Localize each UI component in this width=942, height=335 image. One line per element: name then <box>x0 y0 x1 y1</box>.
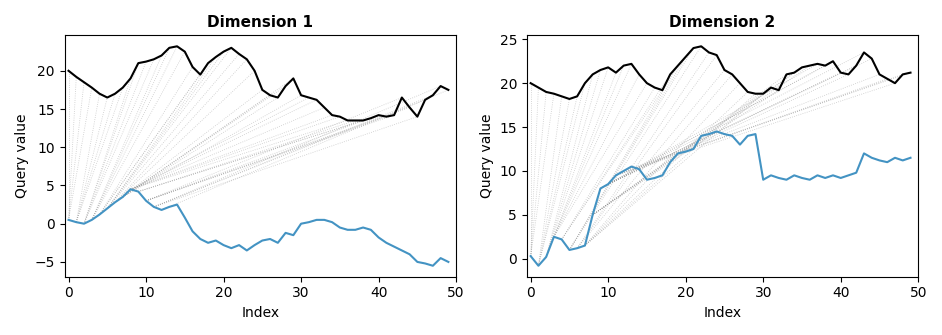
X-axis label: Index: Index <box>704 306 741 320</box>
Title: Dimension 2: Dimension 2 <box>670 15 775 30</box>
Y-axis label: Query value: Query value <box>15 114 29 198</box>
X-axis label: Index: Index <box>241 306 280 320</box>
Y-axis label: Query value: Query value <box>479 114 494 198</box>
Title: Dimension 1: Dimension 1 <box>207 15 314 30</box>
